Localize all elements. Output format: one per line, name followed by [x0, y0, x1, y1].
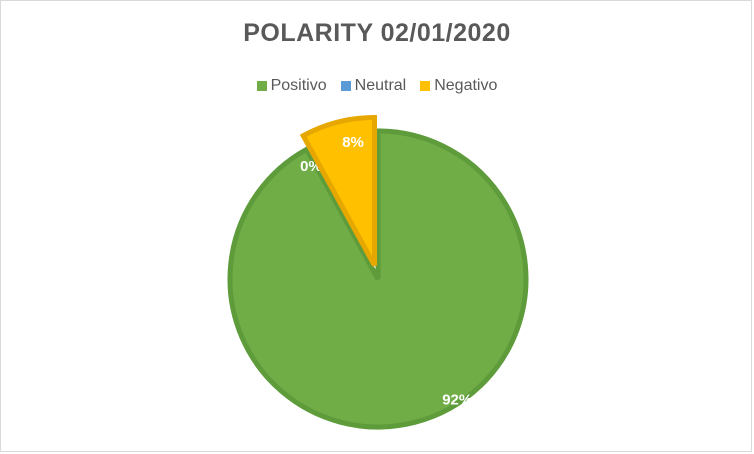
legend-item-positivo: Positivo	[256, 77, 327, 95]
legend-label-neutral: Neutral	[354, 77, 407, 94]
data-label-positivo: 92%	[442, 391, 472, 408]
legend-label-positivo: Positivo	[270, 77, 327, 94]
chart-title: POLARITY 02/01/2020	[243, 19, 511, 47]
legend-swatch-positivo	[256, 81, 267, 91]
data-label-negativo: 8%	[342, 134, 364, 151]
legend-item-neutral: Neutral	[340, 77, 407, 95]
legend-label-negativo: Negativo	[434, 77, 498, 94]
pie-slice-negativo	[299, 114, 378, 267]
chart-legend: Positivo Neutral Negativo	[1, 77, 753, 95]
legend-item-negativo: Negativo	[420, 77, 497, 95]
legend-swatch-negativo	[420, 81, 431, 91]
pie-slice-positivo	[227, 128, 529, 430]
legend-swatch-neutral	[340, 81, 351, 91]
